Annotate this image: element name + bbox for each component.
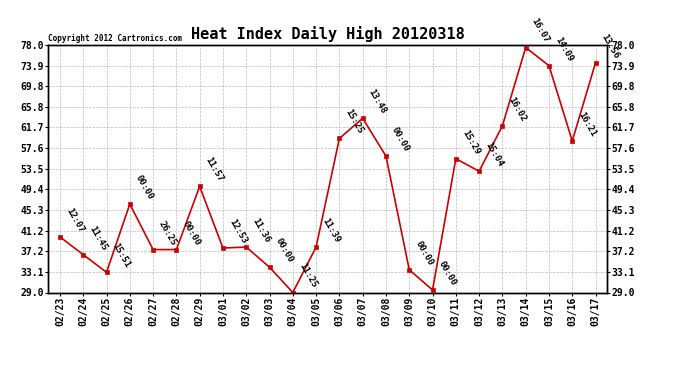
Text: 16:07: 16:07 <box>530 17 551 45</box>
Text: 16:02: 16:02 <box>506 95 528 123</box>
Text: 00:00: 00:00 <box>134 174 155 201</box>
Text: 13:56: 13:56 <box>600 32 621 60</box>
Text: 00:00: 00:00 <box>274 237 295 264</box>
Text: 11:25: 11:25 <box>297 262 318 290</box>
Text: 26:25: 26:25 <box>157 219 179 247</box>
Text: 11:45: 11:45 <box>88 224 108 252</box>
Text: 11:39: 11:39 <box>320 216 342 244</box>
Text: Copyright 2012 Cartronics.com: Copyright 2012 Cartronics.com <box>48 33 182 42</box>
Text: 14:09: 14:09 <box>553 35 574 63</box>
Text: 11:57: 11:57 <box>204 156 225 184</box>
Text: 13:48: 13:48 <box>367 88 388 116</box>
Text: 12:53: 12:53 <box>227 217 248 245</box>
Text: 00:00: 00:00 <box>437 260 458 287</box>
Text: 15:25: 15:25 <box>344 108 365 136</box>
Text: 11:36: 11:36 <box>250 216 272 244</box>
Text: 00:00: 00:00 <box>413 239 435 267</box>
Text: 15:51: 15:51 <box>110 242 132 270</box>
Text: 15:04: 15:04 <box>483 141 504 168</box>
Text: 15:29: 15:29 <box>460 128 481 156</box>
Title: Heat Index Daily High 20120318: Heat Index Daily High 20120318 <box>191 27 464 42</box>
Text: 12:07: 12:07 <box>64 206 86 234</box>
Text: 00:00: 00:00 <box>181 219 201 247</box>
Text: 00:00: 00:00 <box>390 126 411 153</box>
Text: 16:21: 16:21 <box>576 110 598 138</box>
